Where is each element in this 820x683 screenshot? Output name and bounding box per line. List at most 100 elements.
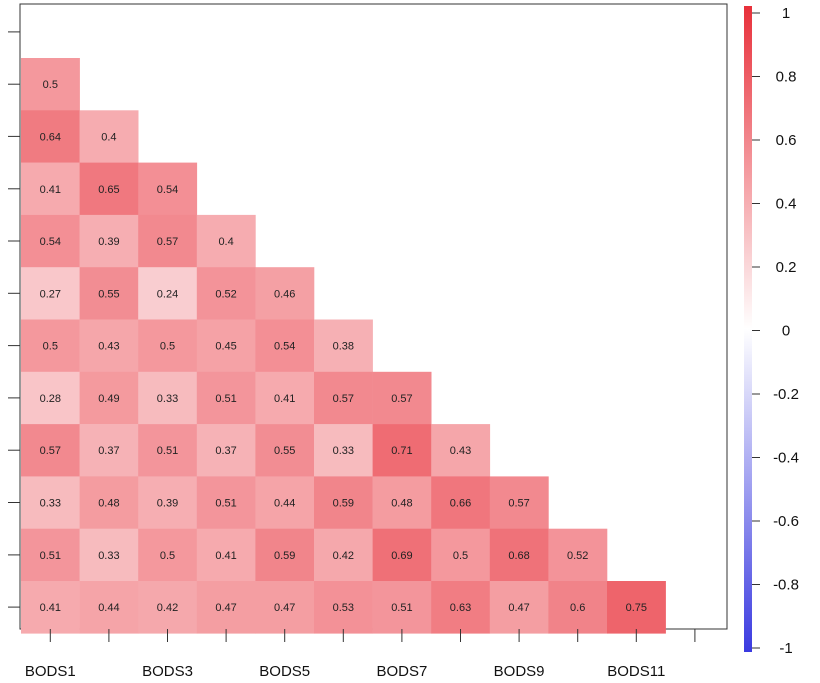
colorbar-tick-label: -0.2 — [773, 386, 799, 403]
cell-value-label: 0.59 — [333, 498, 354, 510]
cell-value-label: 0.33 — [40, 498, 61, 510]
heatmap-cell — [21, 162, 80, 216]
cell-value-label: 0.5 — [43, 79, 58, 91]
heatmap-cell — [138, 424, 198, 477]
heatmap-cell — [489, 581, 549, 634]
heatmap-cell — [138, 214, 198, 268]
cell-value-label: 0.27 — [40, 288, 61, 300]
cell-value-label: 0.48 — [98, 498, 119, 510]
cell-value-label: 0.47 — [274, 602, 295, 614]
heatmap-cell — [79, 581, 139, 634]
x-tick-label: BODS5 — [259, 663, 310, 680]
heatmap-cell — [79, 371, 139, 425]
heatmap-cell — [255, 267, 315, 320]
heatmap-cells: 0.5 0.64 0.4 0.41 0.65 0.54 0.54 0.39 0.57 0.4 0.2… — [21, 58, 666, 634]
heatmap-cell — [489, 476, 549, 529]
colorbar-tick-label: 0.2 — [776, 259, 797, 276]
heatmap-cell — [196, 476, 256, 529]
heatmap-cell — [138, 162, 198, 216]
heatmap-cell — [21, 214, 80, 268]
cell-value-label: 0.53 — [333, 602, 354, 614]
colorbar-tick-label: 1 — [782, 5, 790, 22]
x-tick-label: BODS9 — [494, 663, 545, 680]
heatmap-cell — [314, 528, 373, 582]
heatmap-cell — [607, 581, 666, 634]
cell-value-label: 0.55 — [98, 288, 119, 300]
cell-value-label: 0.49 — [98, 393, 119, 405]
colorbar — [744, 6, 752, 652]
cell-value-label: 0.55 — [274, 445, 295, 457]
heatmap-cell — [314, 424, 373, 477]
cell-value-label: 0.51 — [215, 393, 236, 405]
cell-value-label: 0.57 — [391, 393, 412, 405]
cell-value-label: 0.41 — [40, 184, 61, 196]
heatmap-cell — [79, 424, 139, 477]
cell-value-label: 0.57 — [40, 445, 61, 457]
cell-value-label: 0.39 — [98, 236, 119, 248]
heatmap-cell — [548, 581, 608, 634]
cell-value-label: 0.4 — [218, 236, 233, 248]
heatmap-cell — [548, 528, 608, 582]
heatmap-cell — [21, 267, 80, 320]
heatmap-cell — [255, 581, 315, 634]
cell-value-label: 0.39 — [157, 498, 178, 510]
colorbar-tick-label: 0.6 — [776, 132, 797, 149]
colorbar-ticks: 1 0.8 0.6 0.4 0.2 0 -0.2 -0.4 -0.6 -0.8 -1 — [752, 5, 799, 657]
cell-value-label: 0.44 — [274, 498, 295, 510]
heatmap-cell — [196, 528, 256, 582]
heatmap-cell — [196, 424, 256, 477]
cell-value-label: 0.69 — [391, 550, 412, 562]
cell-value-label: 0.66 — [450, 498, 471, 510]
heatmap-cell — [21, 528, 80, 582]
heatmap-cell — [431, 424, 491, 477]
cell-value-label: 0.52 — [567, 550, 588, 562]
heatmap-cell — [489, 528, 549, 582]
heatmap-cell — [79, 110, 139, 163]
cell-value-label: 0.71 — [391, 445, 412, 457]
x-axis-labels: BODS1 BODS3 BODS5 BODS7 BODS9 BODS11 — [25, 663, 665, 680]
heatmap-cell — [314, 319, 373, 373]
cell-value-label: 0.52 — [215, 288, 236, 300]
cell-value-label: 0.48 — [391, 498, 412, 510]
cell-value-label: 0.51 — [40, 550, 61, 562]
cell-value-label: 0.33 — [157, 393, 178, 405]
heatmap-cell — [372, 371, 432, 425]
heatmap-cell — [255, 528, 315, 582]
heatmap-cell — [372, 581, 432, 634]
heatmap-cell — [21, 581, 80, 634]
heatmap-cell — [138, 581, 198, 634]
cell-value-label: 0.63 — [450, 602, 471, 614]
heatmap-cell — [314, 476, 373, 529]
heatmap-cell — [255, 424, 315, 477]
cell-value-label: 0.5 — [160, 341, 175, 353]
heatmap-cell — [79, 162, 139, 216]
cell-value-label: 0.41 — [274, 393, 295, 405]
heatmap-cell — [196, 319, 256, 373]
heatmap-cell — [138, 476, 198, 529]
colorbar-tick-label: -0.6 — [773, 513, 799, 530]
x-tick-label: BODS11 — [607, 663, 665, 680]
x-tick-label: BODS1 — [25, 663, 76, 680]
cell-value-label: 0.68 — [508, 550, 529, 562]
heatmap-cell — [21, 110, 80, 163]
cell-value-label: 0.37 — [98, 445, 119, 457]
cell-value-label: 0.44 — [98, 602, 119, 614]
y-axis-ticks — [8, 31, 20, 608]
heatmap-cell — [314, 581, 373, 634]
cell-value-label: 0.64 — [40, 131, 61, 143]
cell-value-label: 0.43 — [450, 445, 471, 457]
heatmap-cell — [21, 476, 80, 529]
cell-value-label: 0.51 — [391, 602, 412, 614]
heatmap-cell — [79, 319, 139, 373]
cell-value-label: 0.47 — [508, 602, 529, 614]
heatmap-cell — [21, 371, 80, 425]
cell-value-label: 0.6 — [570, 602, 585, 614]
cell-value-label: 0.75 — [626, 602, 647, 614]
heatmap-cell — [255, 319, 315, 373]
cell-value-label: 0.54 — [157, 184, 178, 196]
cell-value-label: 0.42 — [157, 602, 178, 614]
heatmap-cell — [196, 581, 256, 634]
cell-value-label: 0.42 — [333, 550, 354, 562]
colorbar-tick-label: 0.8 — [776, 69, 797, 86]
